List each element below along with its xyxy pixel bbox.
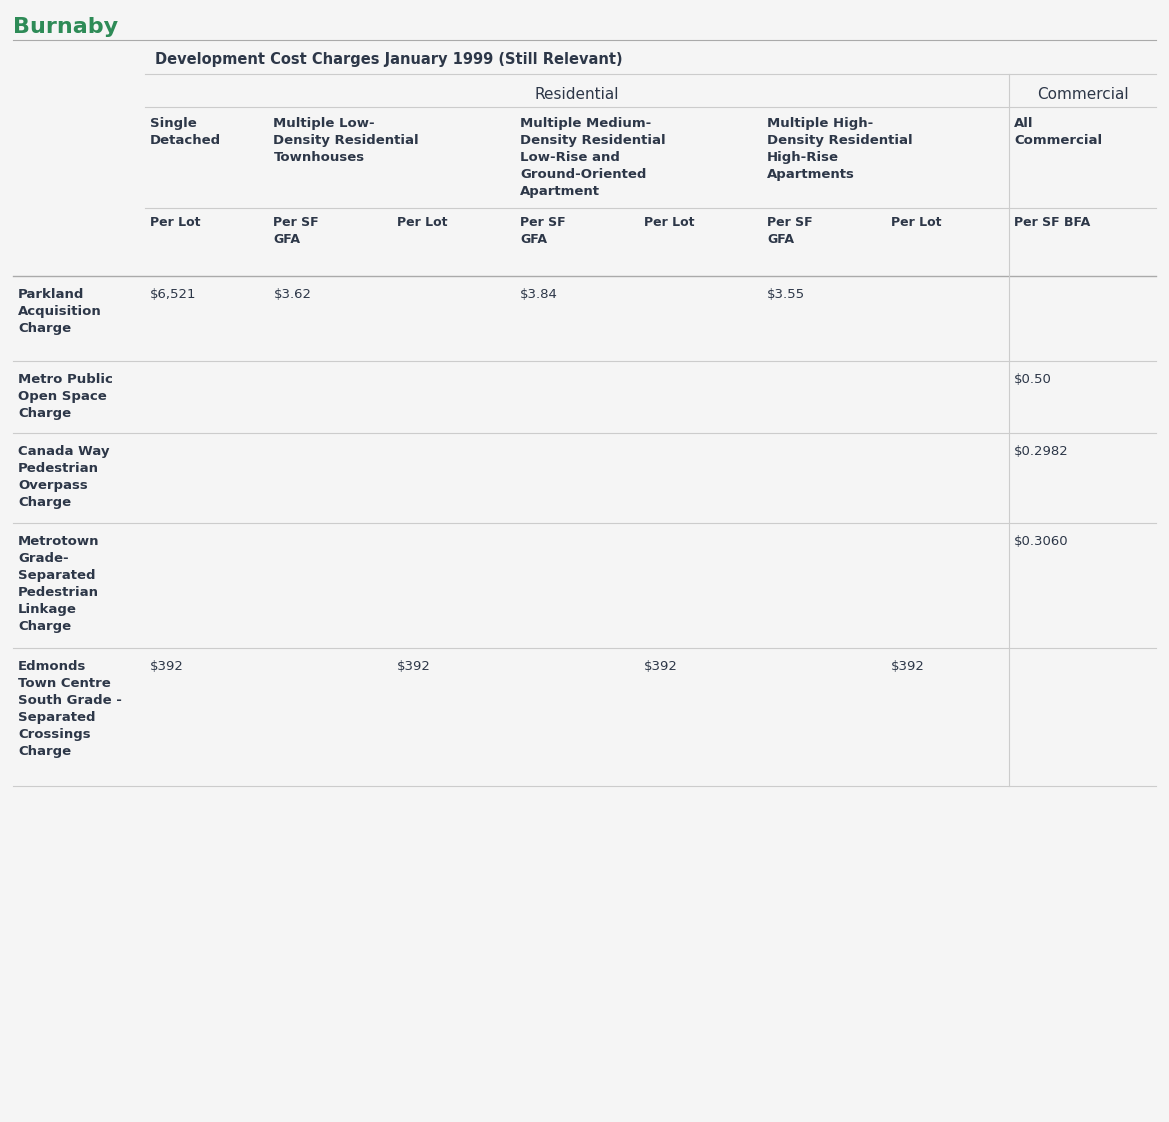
Text: $6,521: $6,521 — [150, 288, 196, 301]
Text: $392: $392 — [891, 660, 925, 673]
Text: Per SF BFA: Per SF BFA — [1014, 217, 1091, 229]
Text: $3.84: $3.84 — [520, 288, 558, 301]
Text: $392: $392 — [150, 660, 184, 673]
Text: $392: $392 — [644, 660, 678, 673]
Text: $0.2982: $0.2982 — [1014, 445, 1068, 458]
Text: Commercial: Commercial — [1037, 88, 1128, 102]
Text: Burnaby: Burnaby — [13, 17, 118, 37]
Text: Edmonds
Town Centre
South Grade -
Separated
Crossings
Charge: Edmonds Town Centre South Grade - Separa… — [18, 660, 122, 758]
Text: $3.55: $3.55 — [767, 288, 805, 301]
Text: Parkland
Acquisition
Charge: Parkland Acquisition Charge — [18, 288, 102, 335]
Text: Multiple Medium-
Density Residential
Low-Rise and
Ground-Oriented
Apartment: Multiple Medium- Density Residential Low… — [520, 117, 666, 197]
Text: Per Lot: Per Lot — [150, 217, 201, 229]
Text: Metrotown
Grade-
Separated
Pedestrian
Linkage
Charge: Metrotown Grade- Separated Pedestrian Li… — [18, 535, 99, 633]
Text: Per SF
GFA: Per SF GFA — [767, 217, 812, 246]
Text: Residential: Residential — [534, 88, 620, 102]
Text: $0.50: $0.50 — [1014, 373, 1052, 386]
Text: Development Cost Charges January 1999 (Still Relevant): Development Cost Charges January 1999 (S… — [155, 52, 623, 67]
Text: Multiple Low-
Density Residential
Townhouses: Multiple Low- Density Residential Townho… — [274, 117, 419, 164]
Text: $392: $392 — [396, 660, 430, 673]
Text: Multiple High-
Density Residential
High-Rise
Apartments: Multiple High- Density Residential High-… — [767, 117, 913, 181]
Text: Canada Way
Pedestrian
Overpass
Charge: Canada Way Pedestrian Overpass Charge — [18, 445, 110, 509]
Text: Per Lot: Per Lot — [644, 217, 694, 229]
Text: Per Lot: Per Lot — [396, 217, 448, 229]
Text: All
Commercial: All Commercial — [1014, 117, 1102, 147]
Text: Single
Detached: Single Detached — [150, 117, 221, 147]
Text: $3.62: $3.62 — [274, 288, 311, 301]
Text: $0.3060: $0.3060 — [1014, 535, 1068, 548]
Text: Metro Public
Open Space
Charge: Metro Public Open Space Charge — [18, 373, 113, 420]
Text: Per SF
GFA: Per SF GFA — [520, 217, 566, 246]
Text: Per SF
GFA: Per SF GFA — [274, 217, 319, 246]
Text: Per Lot: Per Lot — [891, 217, 941, 229]
